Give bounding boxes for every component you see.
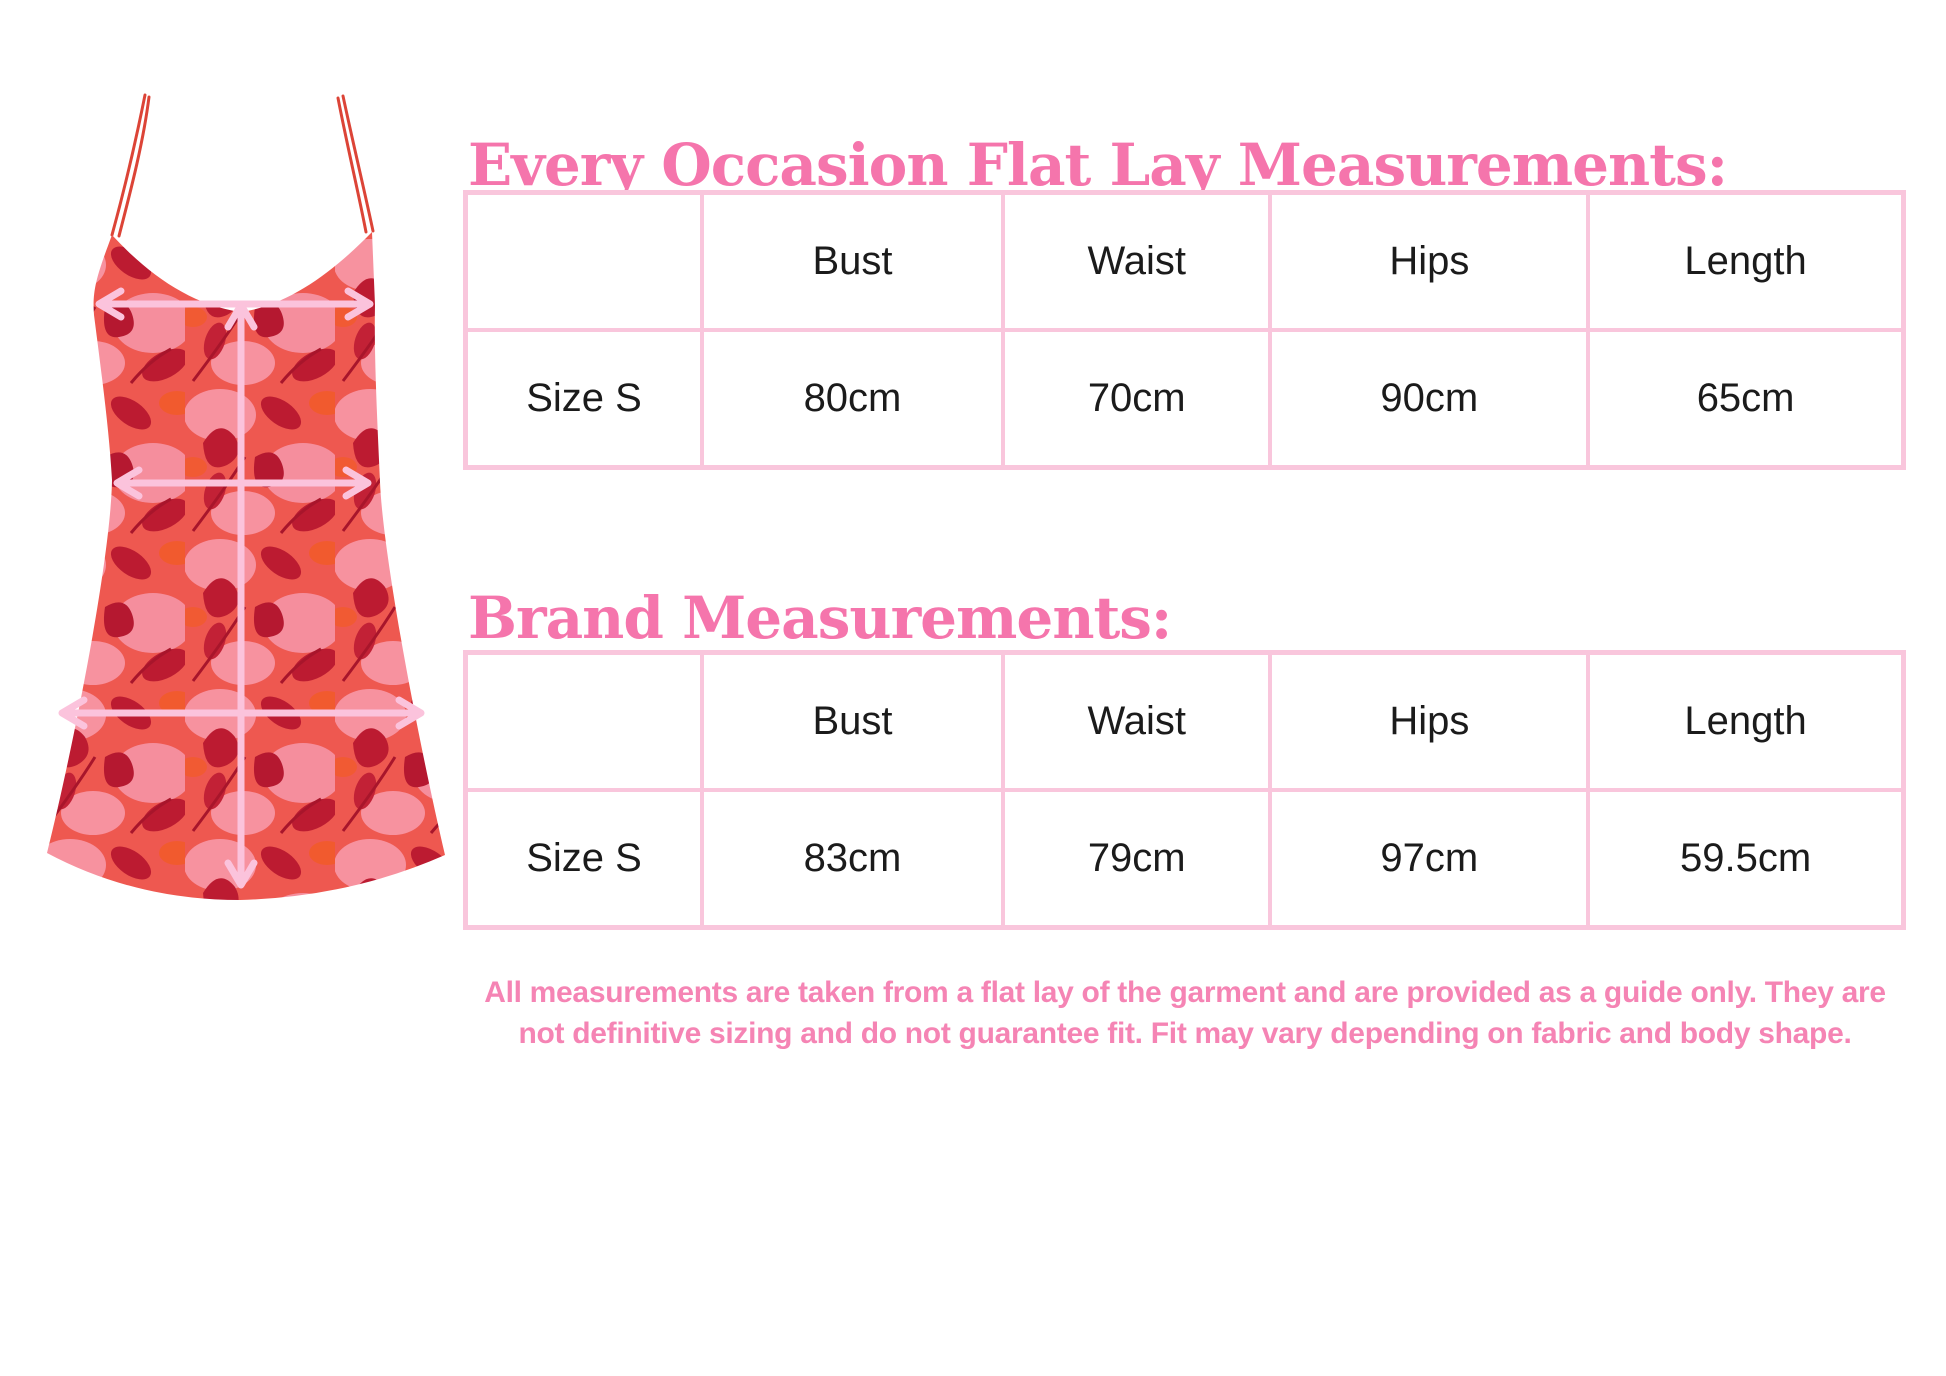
measurement-cell: 97cm (1268, 788, 1591, 930)
measurement-cell: 79cm (1000, 788, 1273, 930)
measurement-cell: 90cm (1268, 328, 1591, 470)
table-row: Size S 80cm 70cm 90cm 65cm (463, 328, 1906, 470)
dress-shape (47, 232, 445, 900)
brand-title: Brand Measurements: (468, 583, 1172, 652)
measurement-cell: 70cm (1000, 328, 1273, 470)
measurement-cell: 59.5cm (1586, 788, 1906, 930)
measurement-cell: 65cm (1586, 328, 1906, 470)
column-header-hips: Hips (1268, 650, 1591, 792)
flat-lay-title: Every Occasion Flat Lay Measurements: (468, 130, 1728, 199)
disclaimer-text: All measurements are taken from a flat l… (484, 976, 1886, 1051)
column-header-waist: Waist (1000, 190, 1273, 332)
column-header-blank (463, 190, 704, 332)
table-row: Size S 83cm 79cm 97cm 59.5cm (463, 788, 1906, 930)
table-header-row: Bust Waist Hips Length (463, 190, 1906, 332)
column-header-length: Length (1586, 190, 1906, 332)
size-label-cell: Size S (463, 328, 704, 470)
column-header-bust: Bust (699, 190, 1005, 332)
column-header-hips: Hips (1268, 190, 1591, 332)
column-header-length: Length (1586, 650, 1906, 792)
measurement-cell: 83cm (699, 788, 1005, 930)
column-header-waist: Waist (1000, 650, 1273, 792)
column-header-blank (463, 650, 704, 792)
table-header-row: Bust Waist Hips Length (463, 650, 1906, 792)
measurement-cell: 80cm (699, 328, 1005, 470)
dress-graphic (47, 93, 445, 900)
size-label-cell: Size S (463, 788, 704, 930)
column-header-bust: Bust (699, 650, 1005, 792)
flat-lay-table: Bust Waist Hips Length Size S 80cm 70cm … (463, 190, 1906, 470)
dress-straps (110, 93, 375, 238)
dress-photo (35, 85, 455, 915)
brand-table: Bust Waist Hips Length Size S 83cm 79cm … (463, 650, 1906, 930)
